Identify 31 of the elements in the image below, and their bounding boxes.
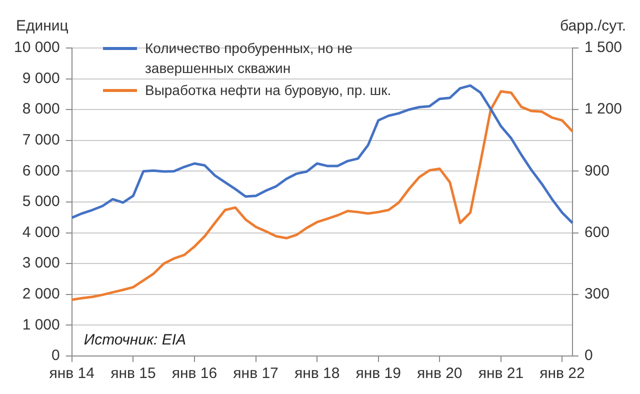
x-tick-label: янв 18 bbox=[294, 365, 340, 382]
x-tick-label: янв 20 bbox=[417, 365, 462, 382]
y-tick-label: 7 000 bbox=[22, 132, 60, 149]
y-tick-label: 5 000 bbox=[22, 193, 60, 210]
x-tick-label: янв 21 bbox=[478, 365, 524, 382]
y-tick-label: 6 000 bbox=[22, 162, 60, 180]
y2-tick-label: 1 200 bbox=[584, 100, 622, 118]
y2-tick-label: 0 bbox=[584, 347, 593, 364]
x-tick-label: янв 15 bbox=[110, 365, 156, 382]
y2-axis-title: барр./сут. bbox=[560, 18, 626, 35]
y2-tick-label: 900 bbox=[584, 162, 610, 180]
annotation: Источник: EIA bbox=[84, 332, 186, 349]
y-tick-label: 8 000 bbox=[22, 100, 60, 118]
y2-tick-label: 300 bbox=[584, 286, 610, 303]
y-tick-label: 9 000 bbox=[22, 70, 60, 87]
y-tick-label: 10 000 bbox=[14, 39, 60, 56]
legend-label: Количество пробуренных, но не завершенных скважин bbox=[145, 39, 354, 78]
x-tick-label: янв 16 bbox=[172, 365, 218, 382]
y2-tick-label: 600 bbox=[584, 224, 610, 241]
x-tick-label: янв 14 bbox=[49, 365, 94, 382]
y-tick-label: 3 000 bbox=[22, 254, 60, 272]
y-tick-label: 4 000 bbox=[22, 224, 60, 241]
y-tick-label: 2 000 bbox=[22, 286, 60, 303]
y-tick-label: 0 bbox=[52, 347, 60, 364]
y-axis-title: Единиц bbox=[16, 18, 69, 35]
x-tick-label: янв 17 bbox=[233, 365, 278, 382]
y-tick-label: 1 000 bbox=[22, 316, 60, 334]
x-tick-label: янв 22 bbox=[540, 365, 585, 382]
x-tick-label: янв 19 bbox=[356, 365, 401, 382]
legend-label: Выработка нефти на буровую, пр. шк. bbox=[145, 81, 392, 100]
y2-tick-label: 1 500 bbox=[584, 39, 622, 56]
